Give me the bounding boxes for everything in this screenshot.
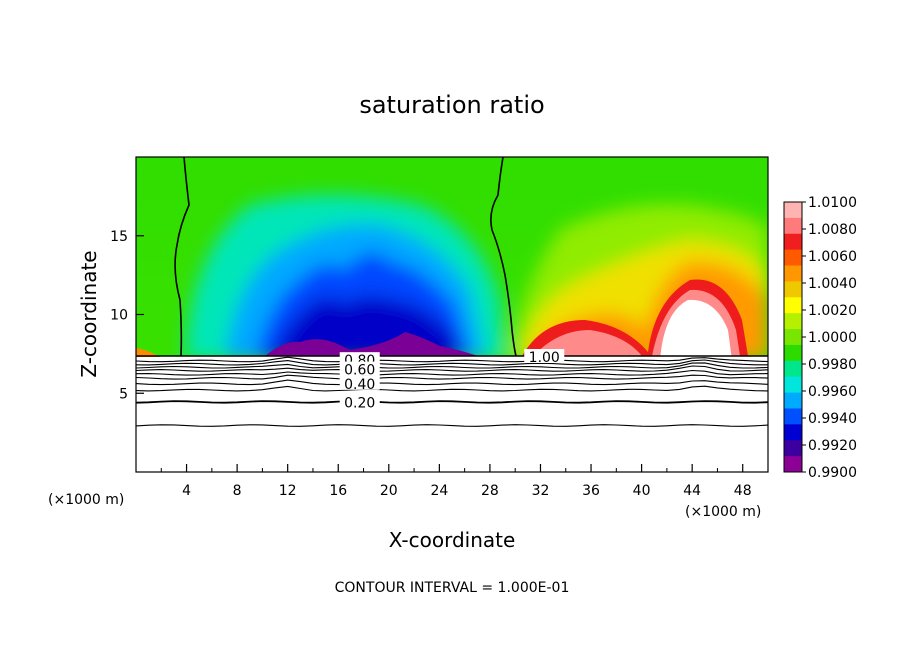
contour-labels: 1.000.800.600.400.20 bbox=[339, 349, 565, 412]
x-tick-label: 24 bbox=[430, 483, 448, 499]
contour-line bbox=[136, 365, 768, 372]
colorbar-swatch bbox=[784, 376, 802, 393]
colorbar-swatch bbox=[784, 392, 802, 409]
x-tick-label: 32 bbox=[532, 483, 550, 499]
colorbar-label: 1.0020 bbox=[808, 303, 857, 319]
contour-label-bg bbox=[524, 349, 565, 364]
y-tick-label: 10 bbox=[110, 308, 128, 324]
x-tick-label: 44 bbox=[683, 483, 701, 499]
y-axis: 5 10 15 bbox=[110, 229, 144, 402]
contour-line bbox=[136, 374, 768, 380]
colorbar-swatch bbox=[784, 456, 802, 473]
colorbar: 1.0100 1.0080 1.0060 1.0040 1.0020 1.0000 0.99… bbox=[783, 195, 857, 481]
x-tick-label: 40 bbox=[633, 483, 651, 499]
field-purple-band bbox=[265, 332, 478, 356]
x-tick-label: 28 bbox=[481, 483, 499, 499]
colorbar-swatch bbox=[784, 329, 802, 346]
x-axis: 4 8 12 16 20 24 28 32 36 40 44 48 bbox=[160, 464, 752, 499]
colorbar-label: 1.0000 bbox=[808, 330, 857, 346]
contour-line bbox=[136, 385, 768, 392]
contour-line bbox=[136, 359, 768, 366]
contour-label-bg bbox=[339, 394, 380, 409]
contour-label: 0.40 bbox=[344, 377, 375, 393]
colorbar-label: 1.0040 bbox=[808, 276, 857, 292]
chart-title: saturation ratio bbox=[359, 91, 544, 119]
colorbar-swatch bbox=[784, 281, 802, 298]
colorbar-label: 1.0080 bbox=[808, 222, 857, 238]
colorbar-label: 0.9960 bbox=[808, 384, 857, 400]
contour-label: 0.60 bbox=[344, 363, 375, 379]
plot-area bbox=[136, 157, 768, 472]
colorbar-swatch bbox=[784, 265, 802, 282]
contour-label-bg bbox=[339, 361, 380, 376]
contour-label-bg bbox=[339, 375, 380, 390]
colorbar-swatch bbox=[784, 297, 802, 314]
contour-line bbox=[136, 379, 768, 386]
colorbar-label: 1.0100 bbox=[808, 195, 857, 211]
colorbar-swatch bbox=[784, 217, 802, 235]
colorbar-swatch bbox=[784, 440, 802, 457]
contour-line-1-00-right bbox=[490, 157, 517, 357]
field-dome-white bbox=[660, 299, 732, 360]
colorbar-swatch bbox=[784, 424, 802, 441]
colorbar-swatch bbox=[784, 344, 802, 362]
colorbar-label: 0.9900 bbox=[808, 465, 857, 481]
x-tick-label: 8 bbox=[233, 483, 242, 499]
contour-label: 0.20 bbox=[344, 396, 375, 412]
colorbar-swatch bbox=[784, 313, 802, 330]
colorbar-label: 0.9980 bbox=[808, 357, 857, 373]
x-unit-left: (×1000 m) bbox=[48, 492, 124, 508]
colorbar-label: 0.9920 bbox=[808, 438, 857, 454]
y-axis-label: Z-coordinate bbox=[77, 250, 101, 377]
colorbar-swatch bbox=[784, 202, 802, 219]
x-tick-label: 12 bbox=[279, 483, 297, 499]
colorbar-label: 1.0060 bbox=[808, 249, 857, 265]
y-tick-label: 5 bbox=[119, 386, 128, 402]
x-tick-label: 36 bbox=[582, 483, 600, 499]
colorbar-swatch bbox=[784, 249, 802, 266]
x-tick-label: 48 bbox=[734, 483, 752, 499]
subsaturation-contours bbox=[136, 356, 768, 427]
x-axis-label: X-coordinate bbox=[389, 528, 516, 552]
contour-line bbox=[136, 369, 768, 376]
y-tick-label: 15 bbox=[110, 229, 128, 245]
contour-line bbox=[136, 356, 768, 363]
contour-label: 1.00 bbox=[529, 350, 560, 366]
x-tick-label: 20 bbox=[380, 483, 398, 499]
colorbar-swatch bbox=[784, 360, 802, 378]
colorbar-swatch bbox=[784, 233, 802, 251]
contour-line bbox=[136, 424, 768, 427]
x-tick-label: 16 bbox=[329, 483, 347, 499]
field-left-edge bbox=[136, 348, 160, 357]
contour-line bbox=[136, 400, 768, 404]
x-tick-label: 4 bbox=[182, 483, 191, 499]
contour-interval-note: CONTOUR INTERVAL = 1.000E-01 bbox=[335, 580, 570, 596]
x-unit-right: (×1000 m) bbox=[685, 504, 761, 520]
contour-line bbox=[136, 362, 768, 369]
contour-line-1-00-left bbox=[174, 157, 190, 357]
colorbar-swatch bbox=[784, 408, 802, 425]
colorbar-label: 0.9940 bbox=[808, 411, 857, 427]
